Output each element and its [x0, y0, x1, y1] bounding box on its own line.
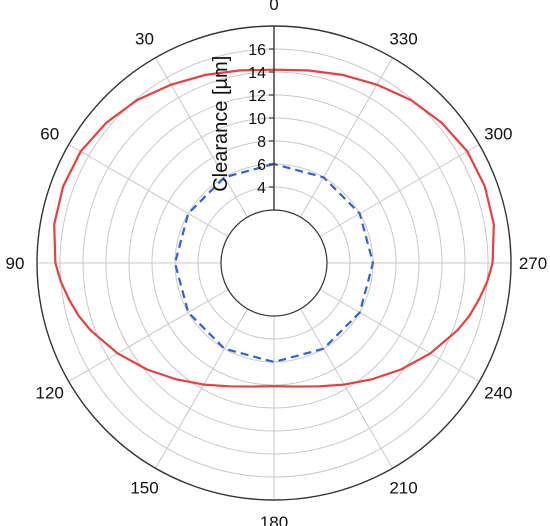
- angular-grid-spoke-60: [68, 144, 229, 237]
- series-layer: [53, 68, 495, 388]
- angular-grid-spoke-210: [300, 308, 393, 469]
- series-curve-2: [173, 162, 375, 364]
- angular-tick-label-30: 30: [135, 30, 154, 49]
- angular-grid-spoke-120: [68, 289, 229, 382]
- radial-axis-title: Clearance [µm]: [210, 56, 232, 192]
- angular-tick-label-270: 270: [519, 254, 547, 273]
- angular-tick-label-240: 240: [484, 384, 512, 403]
- inner-hole-edge: [220, 209, 328, 317]
- radial-tick-label-8: 8: [257, 134, 266, 151]
- radial-tick-label-14: 14: [248, 65, 266, 82]
- angular-tick-label-210: 210: [389, 478, 417, 497]
- series-curve-1: [53, 68, 495, 388]
- angular-tick-label-0: 0: [269, 0, 278, 14]
- angular-tick-label-90: 90: [6, 254, 25, 273]
- angular-grid-spoke-30: [155, 57, 248, 218]
- radial-tick-label-12: 12: [248, 88, 266, 105]
- angular-tick-label-120: 120: [36, 384, 64, 403]
- radial-tick-label-16: 16: [248, 42, 266, 59]
- angular-tick-label-330: 330: [389, 30, 417, 49]
- axis-layer: [36, 25, 512, 501]
- radial-tick-label-6: 6: [257, 157, 266, 174]
- angular-grid-spoke-300: [319, 144, 480, 237]
- angular-grid-spoke-330: [300, 57, 393, 218]
- angular-tick-label-180: 180: [260, 513, 288, 526]
- angular-grid-spoke-240: [319, 289, 480, 382]
- angular-grid-spoke-150: [155, 308, 248, 469]
- angular-tick-label-300: 300: [484, 125, 512, 144]
- angular-tick-label-150: 150: [130, 478, 158, 497]
- radial-tick-label-4: 4: [257, 180, 266, 197]
- angular-tick-label-60: 60: [40, 125, 59, 144]
- label-layer: 4 6 8 10 12 14 16 0 30 60 90 120 150 180 210 240 270 300 3…: [6, 0, 548, 526]
- radial-tick-label-10: 10: [248, 111, 266, 128]
